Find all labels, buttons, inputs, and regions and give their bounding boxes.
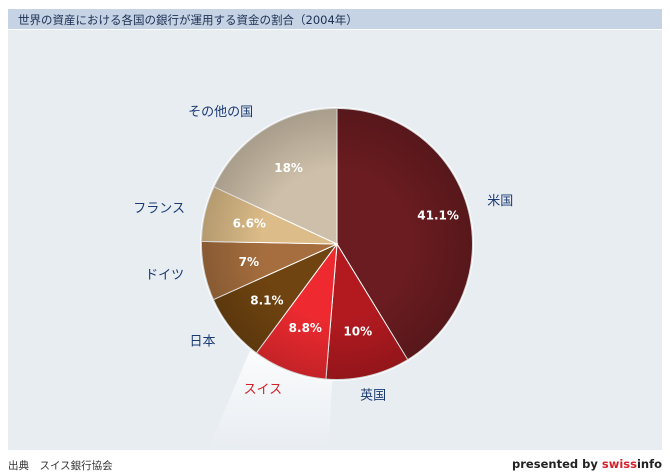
- slice-category-label-2: スイス: [243, 383, 282, 398]
- slice-category-label-5: フランス: [133, 201, 185, 216]
- slice-value-label-2: 8.8%: [289, 321, 322, 335]
- plot-area: 41.1% 米国 10% 英国 8.8% スイス 8.1% 日本 7% ドイツ 6.6% フランス 18…: [8, 30, 662, 450]
- credit-brand-info: info: [636, 457, 662, 471]
- slice-category-label-3: 日本: [189, 334, 215, 349]
- slice-category-label-4: ドイツ: [145, 268, 184, 283]
- credit-line: presented by swissinfo: [512, 457, 662, 471]
- chart-title: 世界の資産における各国の銀行が運用する資金の割合（2004年）: [18, 13, 358, 27]
- slice-value-label-1: 10%: [343, 325, 372, 339]
- slice-value-label-4: 7%: [239, 255, 259, 269]
- chart-title-bar: 世界の資産における各国の銀行が運用する資金の割合（2004年）: [8, 9, 662, 29]
- slice-value-label-3: 8.1%: [250, 294, 283, 308]
- slice-value-label-0: 41.1%: [417, 209, 459, 223]
- pie-shading: [201, 108, 473, 380]
- slice-category-label-1: 英国: [360, 388, 386, 403]
- slice-value-label-6: 18%: [274, 161, 303, 175]
- credit-prefix: presented by: [512, 457, 602, 471]
- source-note: 出典 スイス銀行協会: [8, 460, 113, 472]
- slice-value-label-5: 6.6%: [233, 217, 266, 231]
- slice-category-label-0: 米国: [487, 194, 513, 209]
- credit-brand-swiss: swiss: [601, 457, 637, 471]
- pie-chart: 41.1% 米国 10% 英国 8.8% スイス 8.1% 日本 7% ドイツ 6.6% フランス 18…: [133, 105, 513, 450]
- slice-category-label-6: その他の国: [188, 105, 253, 120]
